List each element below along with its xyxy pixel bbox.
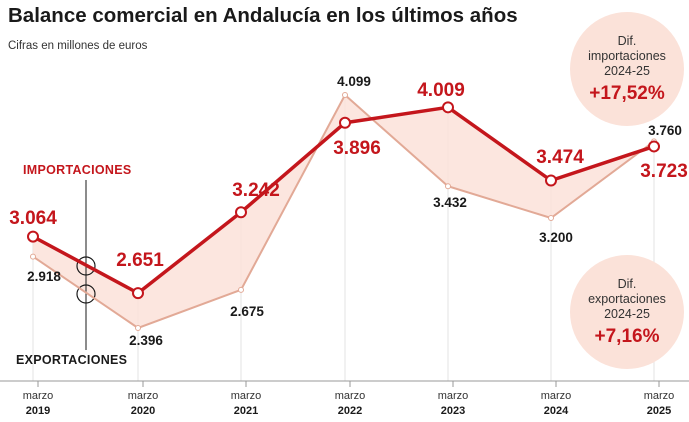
exports-data-label: 3.432 (433, 195, 467, 210)
exports-point (445, 183, 451, 190)
exports-series-label: EXPORTACIONES (16, 353, 128, 367)
exports-point (135, 325, 141, 331)
x-tick-year-label: 2022 (338, 405, 362, 417)
x-tick-month-label: marzo (23, 390, 54, 402)
imports-data-label: 3.242 (232, 180, 280, 201)
exports-change-badge: Dif. exportaciones 2024-25 +7,16% (570, 255, 684, 369)
imports-badge-line3: 2024-25 (604, 63, 650, 78)
exports-data-label: 2.396 (129, 333, 163, 348)
imports-data-label: 4.009 (417, 80, 465, 101)
imports-badge-line1: Dif. (617, 33, 637, 48)
imports-point (648, 140, 660, 153)
x-tick-year-label: 2025 (647, 405, 671, 417)
chart-subtitle: Cifras en millones de euros (8, 40, 148, 52)
x-tick-year-label: 2023 (441, 405, 465, 417)
exports-data-label: 3.760 (648, 123, 682, 138)
x-tick-year-label: 2021 (234, 405, 258, 417)
x-tick-month-label: marzo (128, 390, 159, 402)
exports-data-label: 4.099 (337, 74, 371, 89)
chart-title: Balance comercial en Andalucía en los úl… (8, 4, 518, 27)
imports-series-label: IMPORTACIONES (23, 163, 132, 177)
x-tick-month-label: marzo (438, 390, 469, 402)
imports-point (442, 101, 454, 114)
imports-change-badge: Dif. importaciones 2024-25 +17,52% (570, 12, 684, 126)
imports-data-label: 2.651 (116, 250, 164, 271)
exports-badge-line2: exportaciones (588, 291, 666, 306)
imports-point (545, 174, 557, 187)
imports-data-label: 3.064 (9, 208, 57, 229)
imports-badge-line2: importaciones (588, 48, 666, 63)
x-tick-year-label: 2024 (544, 405, 569, 417)
exports-point (342, 92, 348, 98)
exports-badge-line3: 2024-25 (604, 306, 650, 321)
exports-pointer-circle (76, 284, 96, 304)
imports-point (132, 287, 144, 300)
x-tick-month-label: marzo (231, 390, 262, 402)
exports-badge-value: +7,16% (594, 325, 660, 347)
exports-badge-line1: Dif. (617, 276, 637, 291)
exports-data-label: 2.675 (230, 304, 264, 319)
imports-pointer-circle (76, 256, 96, 276)
imports-data-label: 3.723 (640, 161, 688, 182)
imports-data-label: 3.896 (333, 138, 381, 159)
exports-point (30, 253, 36, 260)
difference-area (33, 95, 654, 328)
x-tick-year-label: 2020 (131, 405, 155, 417)
exports-point (548, 214, 554, 221)
imports-point (339, 116, 351, 129)
imports-badge-value: +17,52% (589, 82, 665, 104)
exports-data-label: 2.918 (27, 269, 61, 284)
imports-point (27, 230, 39, 243)
imports-point (235, 206, 247, 219)
x-tick-year-label: 2019 (26, 405, 50, 417)
x-tick-month-label: marzo (335, 390, 366, 402)
x-tick-month-label: marzo (644, 390, 675, 402)
exports-data-label: 3.200 (539, 230, 573, 245)
exports-point (238, 286, 244, 293)
x-tick-month-label: marzo (541, 390, 572, 402)
imports-data-label: 3.474 (536, 147, 584, 168)
